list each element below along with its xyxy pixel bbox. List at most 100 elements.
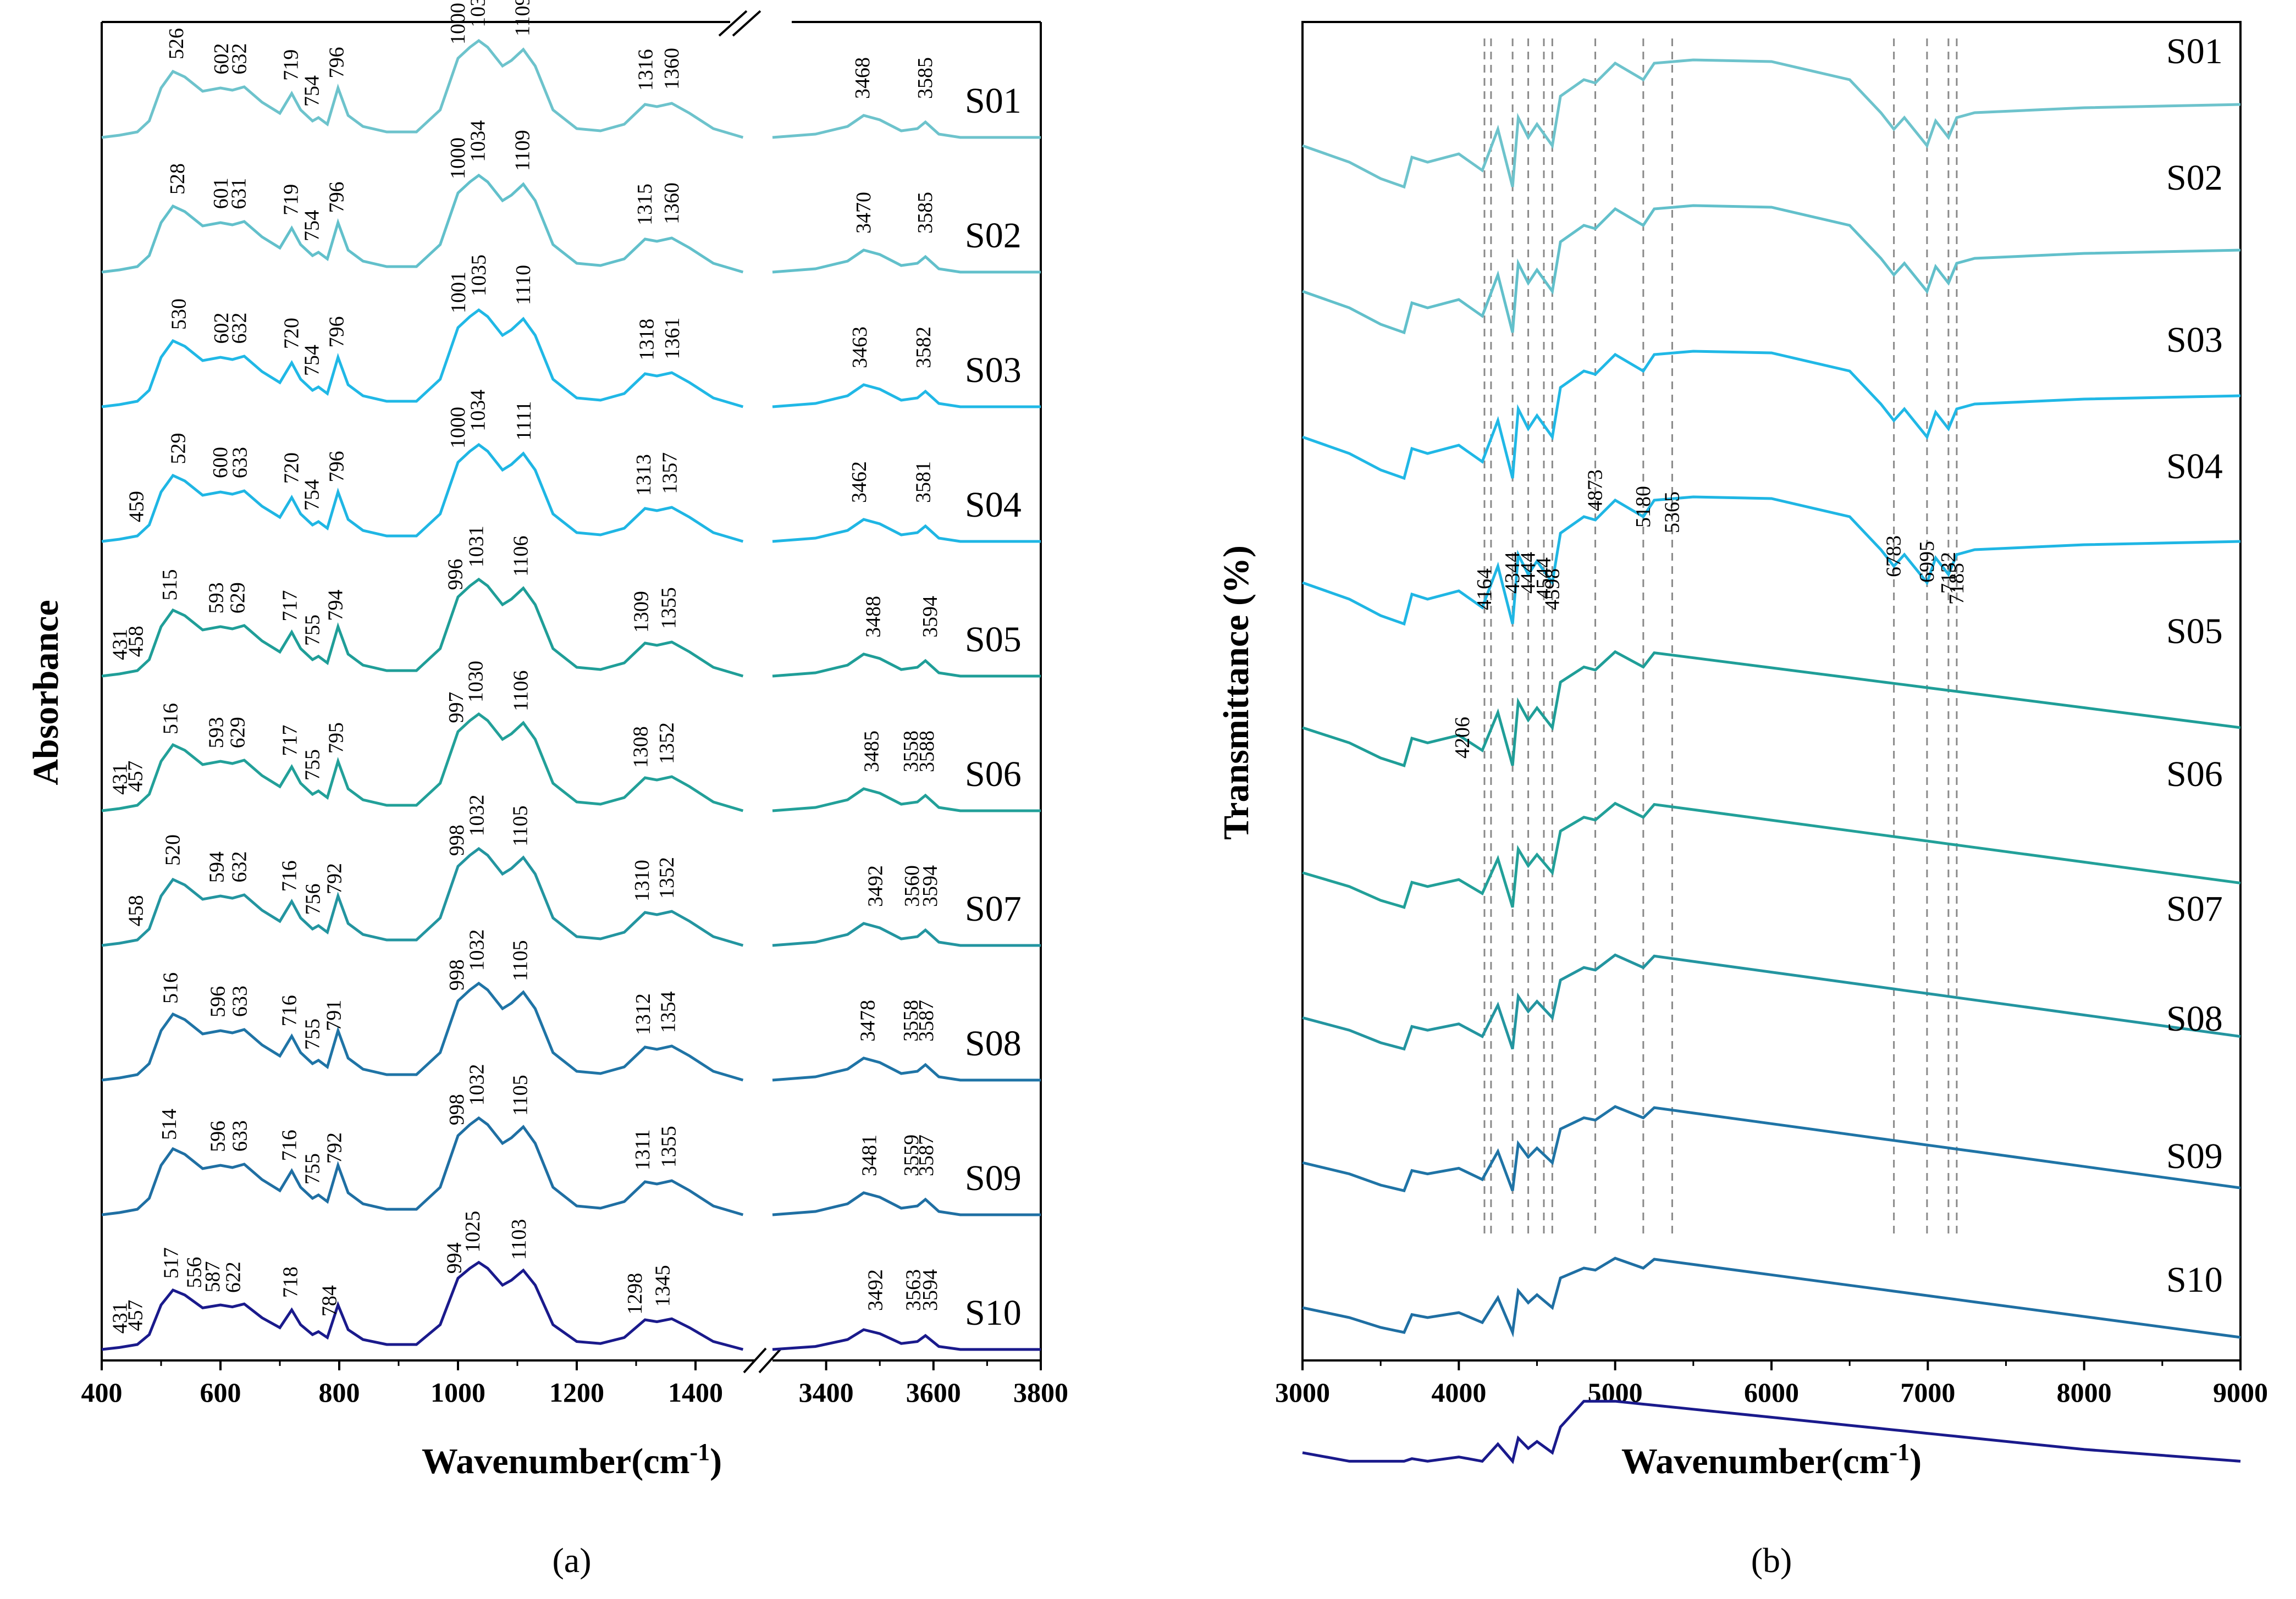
peak-label: 629	[226, 717, 249, 748]
spectrum-line-s09	[1302, 1257, 2241, 1339]
x-tick-label: 6000	[1744, 1377, 1799, 1408]
spectrum-line-s03	[1302, 350, 2241, 480]
peak-label: 754	[300, 479, 323, 511]
spectrum-line-s08	[1302, 1105, 2241, 1193]
spectrum-line-s07-low	[101, 846, 744, 947]
sample-label: S09	[965, 1158, 1022, 1198]
peak-label: 3488	[862, 596, 885, 638]
peak-label: 633	[229, 986, 252, 1017]
peak-label: 1355	[657, 587, 680, 629]
spectrum-line-s06	[1302, 801, 2241, 909]
peak-label: 457	[124, 1300, 147, 1331]
sample-label: S07	[2166, 889, 2223, 929]
peak-label: 1357	[659, 452, 682, 494]
annotation-label: 4873	[1584, 469, 1607, 511]
peak-label: 514	[158, 1109, 181, 1140]
spectrum-line-s07	[1302, 953, 2241, 1051]
peak-label: 1000	[446, 407, 470, 449]
x-axis-title: Wavenumber(cm-1)	[1621, 1438, 1922, 1481]
peak-label: 633	[229, 447, 252, 478]
peak-label: 717	[278, 724, 301, 756]
peak-label: 998	[445, 825, 468, 856]
peak-label: 526	[165, 28, 188, 59]
peak-label: 587	[201, 1261, 224, 1292]
spectrum-line-s01-high	[772, 114, 1041, 139]
annotation-label: 6783	[1883, 535, 1906, 577]
peak-label: 1355	[657, 1126, 680, 1168]
peak-label: 1035	[467, 254, 490, 296]
peak-label: 1354	[656, 991, 680, 1033]
peak-label: 795	[325, 722, 348, 754]
x-tick-label: 400	[81, 1377, 123, 1408]
peak-label: 1361	[661, 318, 684, 359]
annotation-label: 6995	[1916, 541, 1939, 583]
peak-label: 717	[278, 590, 301, 621]
peak-label: 3463	[848, 327, 871, 368]
peak-label: 1360	[660, 182, 683, 224]
axis-break-mark	[743, 1347, 767, 1374]
spectrum-line-s01	[1302, 58, 2241, 189]
peak-label: 515	[158, 569, 181, 601]
peak-label: 1025	[461, 1211, 484, 1253]
peak-label: 1105	[509, 805, 532, 846]
peak-label: 1316	[634, 49, 657, 91]
peak-label: 784	[318, 1285, 341, 1316]
peak-label: 1032	[466, 1064, 489, 1105]
peak-label: 3492	[864, 1269, 887, 1311]
peak-label: 1032	[466, 794, 489, 836]
peak-label: 593	[205, 582, 228, 613]
peak-label: 1315	[633, 184, 656, 225]
peak-label: 718	[279, 1266, 302, 1298]
peak-label: 720	[280, 318, 303, 349]
peak-label: 796	[325, 451, 349, 482]
peak-label: 529	[167, 433, 190, 464]
spectrum-line-s01-low	[101, 38, 744, 139]
sample-label: S04	[965, 485, 1022, 525]
sample-label: S10	[2166, 1260, 2223, 1300]
peak-label: 1310	[631, 860, 654, 901]
peak-label: 1109	[511, 0, 534, 36]
peak-label: 1360	[660, 48, 683, 90]
y-axis-title: Absorbance	[26, 600, 66, 785]
peak-label: 3588	[915, 731, 939, 772]
peak-label: 596	[207, 1121, 230, 1152]
x-tick-label: 3000	[1275, 1377, 1330, 1408]
sample-label: S05	[2166, 611, 2223, 651]
peak-label: 997	[445, 691, 468, 723]
peak-label: 458	[125, 895, 148, 926]
peak-label: 1034	[467, 120, 490, 162]
x-tick-label: 600	[200, 1377, 241, 1408]
peak-label: 755	[301, 1019, 324, 1050]
peak-label: 1345	[652, 1265, 675, 1307]
peak-label: 1105	[509, 1075, 532, 1116]
peak-label: 602	[210, 43, 233, 74]
x-tick-label: 800	[319, 1377, 360, 1408]
panel-a: 400 600 800 1000 1200 1400 3400 3600 3800 Wavenum…	[26, 0, 1068, 1580]
peak-label: 517	[159, 1247, 183, 1279]
sample-label: S09	[2166, 1136, 2223, 1176]
spectrum-line-s07-high	[772, 922, 1041, 947]
peak-label: 3581	[912, 461, 935, 503]
x-tick-label: 3800	[1013, 1377, 1068, 1408]
peak-label: 601	[209, 178, 233, 209]
peak-label: 1001	[447, 272, 470, 313]
sample-label: S08	[2166, 999, 2223, 1039]
peak-label: 756	[302, 883, 325, 915]
panel-b: 3000 4000 5000 6000 7000 8000 9000Wavenumber(c…	[1216, 21, 2268, 1580]
peak-label: 1318	[635, 319, 658, 361]
peak-label: 796	[325, 181, 349, 213]
peak-label: 755	[301, 1153, 324, 1185]
peak-label: 1308	[630, 726, 653, 768]
peak-label: 754	[300, 345, 323, 376]
y-axis-title: Transmittance (%)	[1216, 545, 1256, 840]
x-tick-label: 3400	[799, 1377, 854, 1408]
spectrum-line-s05-high	[772, 652, 1041, 678]
peak-label: 1000	[446, 137, 470, 179]
peak-label: 3594	[919, 1269, 942, 1311]
peak-label: 632	[228, 312, 251, 344]
peak-label: 593	[205, 717, 228, 748]
annotation-label: 4444	[1517, 552, 1540, 594]
peak-label: 998	[445, 959, 468, 991]
peak-label: 631	[228, 178, 251, 209]
peak-label: 458	[125, 626, 148, 657]
